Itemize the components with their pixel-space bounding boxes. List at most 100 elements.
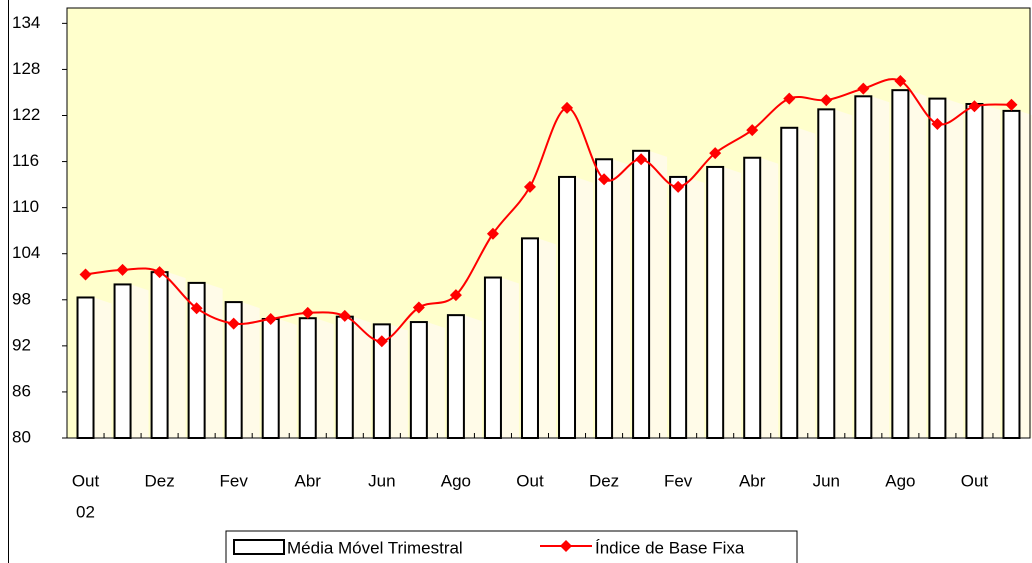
legend-label: Índice de Base Fixa	[595, 538, 745, 557]
bar-shadow	[463, 315, 482, 438]
bar	[965, 102, 984, 439]
y-tick-label: 104	[12, 243, 40, 262]
bar	[854, 95, 873, 440]
bar-shadow	[130, 284, 149, 438]
bar-shadow	[93, 297, 112, 438]
y-tick-label: 98	[12, 289, 31, 308]
bar	[150, 271, 169, 439]
bar-shadow	[1019, 110, 1032, 438]
y-tick-label: 92	[12, 335, 31, 354]
marker	[190, 302, 203, 315]
bar-shadow	[426, 322, 445, 438]
marker	[264, 312, 277, 325]
marker	[561, 101, 574, 114]
marker	[672, 180, 685, 193]
bar-shadow	[315, 318, 334, 438]
bar	[261, 317, 280, 440]
bar-shadow	[612, 159, 631, 438]
x-tick-label: Jun	[813, 471, 840, 490]
bar-shadow	[278, 318, 297, 438]
marker	[449, 289, 462, 302]
bar-shadow	[575, 176, 594, 438]
bar	[483, 276, 502, 439]
y-tick-label: 80	[12, 427, 31, 446]
bar-shadow	[723, 166, 742, 439]
y-tick-label: 116	[12, 151, 39, 170]
x-tick-label: Abr	[739, 471, 766, 490]
legend-box	[225, 530, 798, 563]
bar-shadow	[537, 238, 556, 438]
x-tick-label: Jun	[368, 471, 395, 490]
bar	[632, 149, 651, 439]
legend-swatch	[233, 539, 285, 555]
bar	[780, 126, 799, 440]
bar-shadow	[871, 96, 890, 438]
bar	[817, 108, 836, 439]
bar	[558, 175, 577, 440]
bar-shadow	[760, 157, 779, 438]
bar	[409, 321, 428, 439]
marker	[746, 124, 759, 137]
y-tick-label: 86	[12, 381, 31, 400]
bar	[669, 175, 688, 440]
marker	[375, 335, 388, 348]
y-tick-label: 128	[12, 59, 40, 78]
bar-shadow	[834, 109, 853, 438]
marker	[931, 117, 944, 130]
marker	[79, 268, 92, 281]
x-tick-label: Ago	[885, 471, 915, 490]
x-tick-label: Dez	[144, 471, 174, 490]
marker	[783, 92, 796, 105]
marker	[894, 74, 907, 87]
y-tick-label: 134	[12, 13, 40, 32]
marker	[598, 173, 611, 186]
marker	[523, 180, 536, 193]
bar-shadow	[945, 98, 964, 438]
bar	[298, 317, 317, 440]
bar	[446, 314, 465, 439]
marker	[968, 100, 981, 113]
bar	[743, 156, 762, 439]
marker	[153, 266, 166, 279]
y-tick-label: 122	[12, 105, 40, 124]
bar	[113, 283, 132, 439]
marker	[301, 306, 314, 319]
line	[85, 78, 1012, 343]
y-tick-label: 110	[12, 197, 39, 216]
marker	[486, 227, 499, 240]
bar-shadow	[241, 302, 260, 438]
x-tick-label: Abr	[295, 471, 322, 490]
bar	[891, 89, 910, 440]
marker	[1005, 98, 1018, 111]
bar	[595, 158, 614, 439]
bar-shadow	[649, 150, 668, 439]
x-tick-label: Fev	[220, 471, 249, 490]
bar	[76, 296, 95, 439]
marker	[820, 94, 833, 107]
bar	[706, 165, 725, 439]
x-tick-label: Out	[961, 471, 989, 490]
legend-marker	[560, 540, 572, 552]
bar-shadow	[797, 127, 816, 439]
marker	[635, 153, 648, 166]
bar-shadow	[389, 324, 408, 438]
marker	[412, 301, 425, 314]
bar-shadow	[167, 272, 186, 438]
bar-shadow	[686, 176, 705, 438]
bar	[928, 97, 947, 439]
bar-shadow	[204, 282, 223, 438]
bar-shadow	[352, 316, 371, 438]
marker	[709, 147, 722, 160]
bar-shadow	[982, 103, 1001, 438]
marker	[857, 82, 870, 95]
x-tick-label: Out	[72, 471, 100, 490]
bar	[335, 315, 354, 439]
x-sublabel: 02	[76, 502, 95, 521]
marker	[116, 263, 129, 276]
bar	[520, 237, 539, 439]
bar-shadow	[500, 277, 519, 438]
x-tick-label: Dez	[589, 471, 619, 490]
x-tick-label: Ago	[441, 471, 471, 490]
x-tick-label: Out	[516, 471, 544, 490]
